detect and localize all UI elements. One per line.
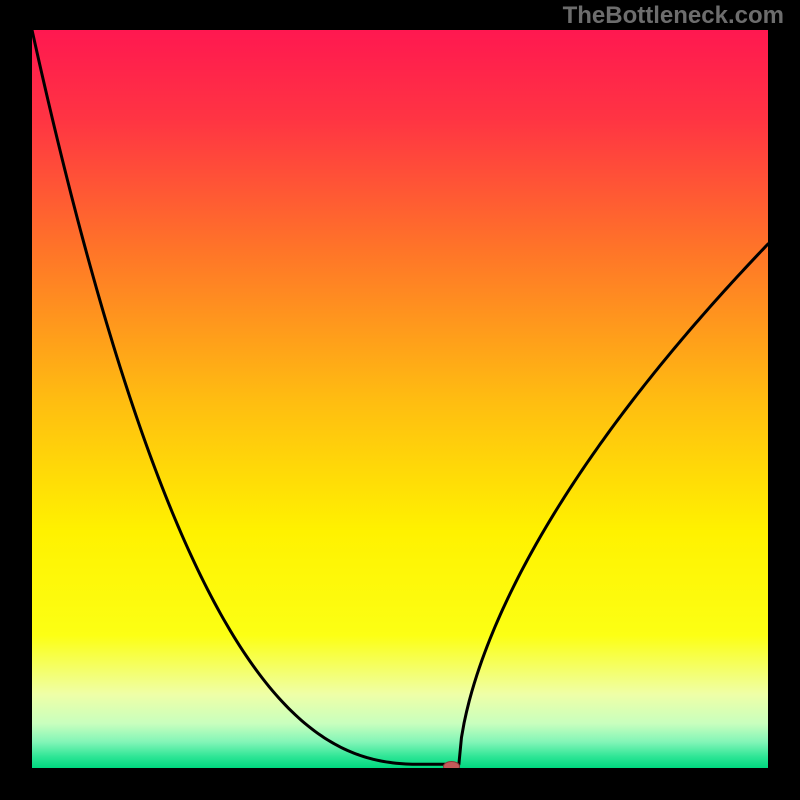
- gradient-background: [32, 30, 768, 768]
- plot-area: [32, 30, 768, 768]
- watermark-text: TheBottleneck.com: [563, 2, 784, 30]
- bottleneck-chart: [32, 30, 768, 768]
- chart-container: TheBottleneck.com: [0, 0, 800, 800]
- optimal-point-marker: [444, 762, 460, 768]
